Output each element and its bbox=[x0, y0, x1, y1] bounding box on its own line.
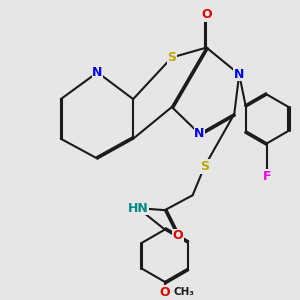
Text: N: N bbox=[194, 127, 205, 140]
Text: F: F bbox=[263, 170, 271, 183]
Text: O: O bbox=[201, 8, 212, 21]
Text: HN: HN bbox=[128, 202, 148, 214]
Text: O: O bbox=[172, 230, 183, 242]
Text: O: O bbox=[160, 286, 170, 299]
Text: CH₃: CH₃ bbox=[173, 287, 194, 297]
Text: S: S bbox=[200, 160, 209, 173]
Text: N: N bbox=[234, 68, 244, 81]
Text: N: N bbox=[92, 66, 103, 79]
Text: S: S bbox=[167, 51, 176, 64]
